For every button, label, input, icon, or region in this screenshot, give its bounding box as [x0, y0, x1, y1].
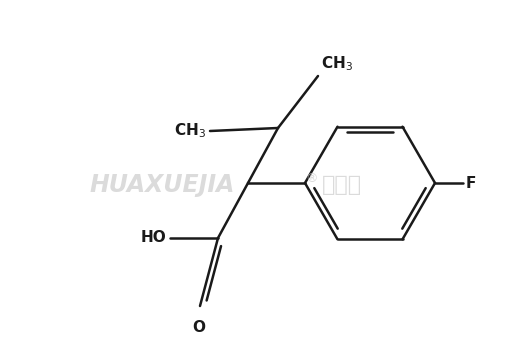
Text: 化学加: 化学加: [322, 175, 362, 195]
Text: ®: ®: [305, 173, 318, 185]
Text: HUAXUEJIA: HUAXUEJIA: [90, 173, 236, 197]
Text: CH$_3$: CH$_3$: [174, 122, 206, 140]
Text: O: O: [192, 320, 205, 335]
Text: CH$_3$: CH$_3$: [321, 54, 353, 73]
Text: HO: HO: [140, 230, 166, 246]
Text: F: F: [466, 176, 476, 190]
